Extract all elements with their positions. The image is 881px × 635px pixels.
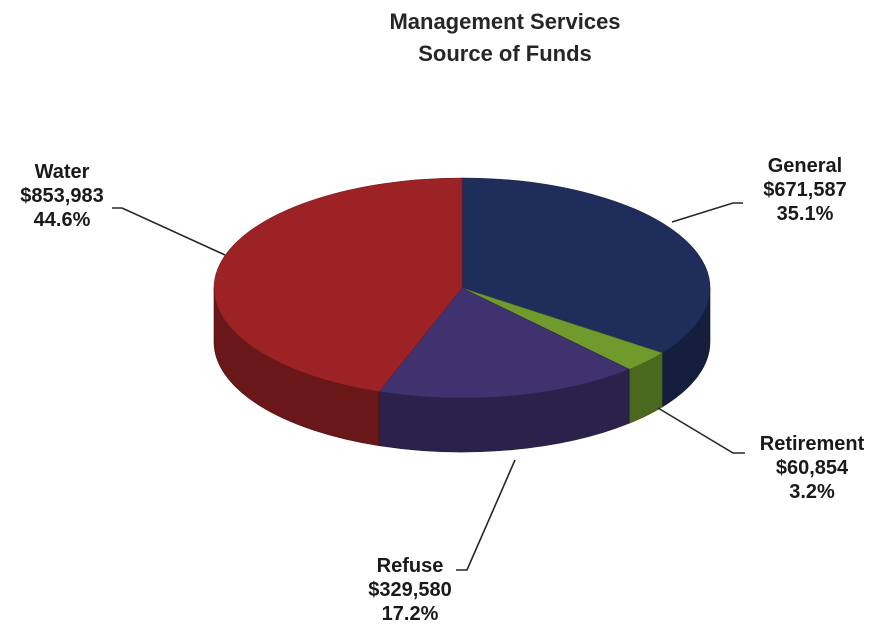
leader-line-retirement xyxy=(657,407,745,454)
pie-slice-refuse xyxy=(378,287,630,399)
slice-percent: 35.1% xyxy=(777,203,834,225)
slice-label-general: General $671,587 35.1% xyxy=(763,155,846,225)
slice-label-water: Water $853,983 44.6% xyxy=(20,161,103,231)
leader-line-water xyxy=(112,207,226,256)
slice-name: General xyxy=(768,155,842,177)
leader-line-general xyxy=(671,202,743,223)
leader-line-refuse xyxy=(456,459,516,571)
slice-label-refuse: Refuse $329,580 17.2% xyxy=(368,555,451,625)
slice-value: $60,854 xyxy=(776,457,849,479)
slice-percent: 3.2% xyxy=(789,481,835,503)
chart-title: Management Services xyxy=(389,9,620,34)
pie-tops xyxy=(213,177,711,399)
slice-name: Water xyxy=(35,161,90,183)
slice-value: $853,983 xyxy=(20,185,103,207)
pie-slice-water xyxy=(213,177,463,392)
pie-sides xyxy=(213,287,711,453)
slice-labels: General $671,587 35.1% Retirement $60,854 3.2… xyxy=(20,155,864,625)
slice-label-retirement: Retirement $60,854 3.2% xyxy=(760,433,865,503)
slice-percent: 17.2% xyxy=(382,603,439,625)
slice-name: Retirement xyxy=(760,433,865,455)
chart-subtitle: Source of Funds xyxy=(418,41,592,66)
leader-lines xyxy=(112,202,745,571)
slice-value: $329,580 xyxy=(368,579,451,601)
slice-name: Refuse xyxy=(377,555,444,577)
slice-value: $671,587 xyxy=(763,179,846,201)
pie-slice-general xyxy=(461,177,711,354)
slice-percent: 44.6% xyxy=(34,209,91,231)
